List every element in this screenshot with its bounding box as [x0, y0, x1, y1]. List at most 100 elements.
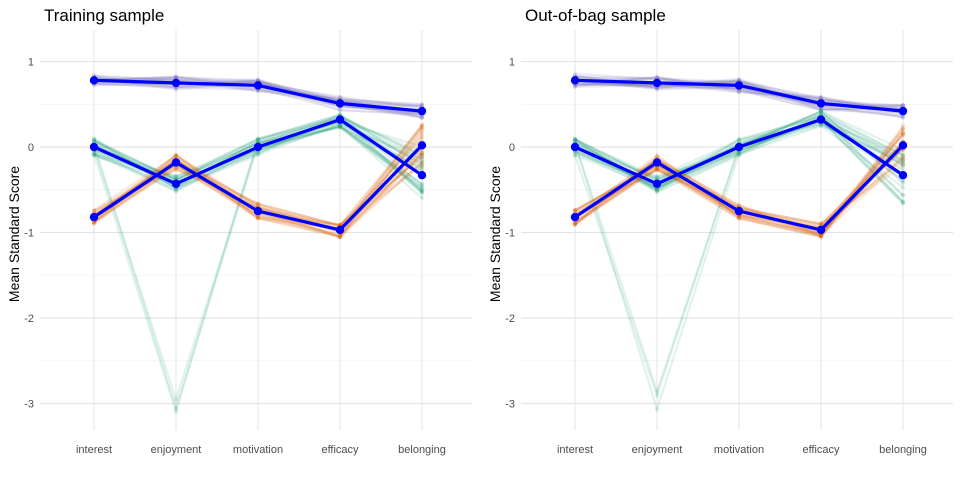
mean-profile-point	[417, 106, 427, 116]
bootstrap-point	[419, 188, 425, 193]
bootstrap-point	[255, 136, 261, 141]
bootstrap-point	[900, 200, 906, 205]
bootstrap-point	[91, 209, 97, 214]
bootstrap-point	[173, 167, 179, 172]
bootstrap-point	[736, 76, 742, 82]
bootstrap-point	[900, 155, 906, 161]
bootstrap-trace	[93, 137, 423, 227]
mean-profile-point	[417, 171, 427, 180]
bootstrap-point	[337, 233, 343, 238]
bootstrap-point	[818, 94, 824, 100]
bootstrap-point	[818, 222, 824, 227]
bootstrap-point	[900, 163, 906, 169]
y-axis-title: Mean Standard Score	[6, 166, 22, 302]
bootstrap-point	[337, 124, 343, 130]
bootstrap-point	[654, 188, 660, 193]
bootstrap-point	[900, 103, 906, 109]
mean-profile-point	[89, 212, 99, 222]
bootstrap-point	[419, 151, 425, 156]
bootstrap-point	[173, 405, 179, 411]
bootstrap-point	[818, 94, 824, 100]
bootstrap-point	[255, 216, 261, 221]
bootstrap-point	[654, 175, 660, 180]
bootstrap-point	[419, 123, 425, 128]
bootstrap-point	[900, 130, 906, 135]
mean-profile-point	[417, 141, 427, 150]
bootstrap-point	[255, 137, 261, 143]
bootstrap-point	[818, 233, 824, 239]
x-tick-label: belonging	[879, 444, 927, 456]
bootstrap-point	[736, 153, 742, 158]
bootstrap-point	[419, 162, 425, 168]
bootstrap-trace	[574, 74, 903, 110]
bootstrap-point	[173, 174, 179, 179]
bootstrap-point	[337, 108, 343, 113]
bootstrap-trace	[574, 75, 904, 114]
bootstrap-point	[572, 209, 578, 215]
bootstrap-point	[255, 202, 261, 207]
bootstrap-point	[419, 167, 425, 172]
bootstrap-point	[419, 128, 425, 133]
mean-profile-point	[652, 78, 662, 88]
bootstrap-point	[654, 388, 660, 394]
bootstrap-point	[255, 151, 261, 156]
mean-profile-point	[570, 212, 580, 222]
mean-profile-point	[335, 99, 345, 108]
bootstrap-point	[419, 124, 425, 130]
bootstrap-point	[818, 95, 824, 101]
bootstrap-point	[900, 126, 906, 131]
bootstrap-point	[900, 193, 906, 198]
bootstrap-point	[173, 189, 179, 194]
bootstrap-point	[419, 163, 425, 169]
bootstrap-trace	[574, 141, 904, 238]
y-tick-label: 0	[509, 142, 515, 154]
bootstrap-point	[419, 103, 425, 108]
bootstrap-point	[173, 166, 179, 171]
bootstrap-point	[419, 195, 425, 201]
bootstrap-point	[419, 188, 425, 193]
x-tick-label: efficacy	[321, 444, 359, 456]
bootstrap-point	[419, 182, 425, 187]
bootstrap-point	[900, 152, 906, 157]
bootstrap-point	[900, 126, 906, 132]
bootstrap-point	[654, 75, 660, 80]
bootstrap-point	[818, 123, 824, 128]
bootstrap-point	[818, 123, 824, 129]
mean-profile-point	[898, 106, 908, 116]
mean-profile-point	[816, 99, 826, 108]
bootstrap-point	[818, 221, 824, 226]
bootstrap-point	[255, 136, 261, 142]
bootstrap-point	[337, 124, 343, 129]
bootstrap-trace	[92, 115, 423, 415]
mean-profile-point	[734, 206, 744, 216]
bootstrap-point	[900, 157, 906, 162]
bootstrap-point	[419, 135, 425, 141]
bootstrap-point	[337, 95, 343, 100]
bootstrap-trace	[574, 115, 904, 179]
bootstrap-point	[572, 222, 578, 227]
bootstrap-point	[900, 193, 906, 198]
bootstrap-point	[736, 137, 742, 142]
bootstrap-point	[173, 187, 179, 193]
bootstrap-point	[419, 161, 425, 167]
bootstrap-point	[255, 214, 261, 219]
y-axis-ticks: 1 0 -1 -2 -3	[24, 57, 34, 411]
panel-title: Out-of-bag sample	[525, 6, 666, 25]
bootstrap-point	[818, 234, 824, 239]
bootstrap-point	[173, 74, 179, 79]
bootstrap-point	[419, 156, 425, 161]
bootstrap-point	[900, 154, 906, 159]
bootstrap-point	[818, 107, 824, 113]
bootstrap-point	[255, 137, 261, 142]
bootstrap-point	[419, 132, 425, 137]
bootstrap-point	[736, 151, 742, 156]
mean-profile-point	[89, 142, 99, 152]
bootstrap-trace	[574, 143, 904, 237]
bootstrap-point	[736, 90, 742, 95]
panel-training: Training sample Mean Standard Score 1 0 -1…	[6, 6, 472, 456]
bootstrap-trace	[93, 160, 423, 227]
bootstrap-point	[91, 151, 97, 157]
bootstrap-point	[173, 167, 179, 172]
bootstrap-point	[255, 151, 261, 156]
